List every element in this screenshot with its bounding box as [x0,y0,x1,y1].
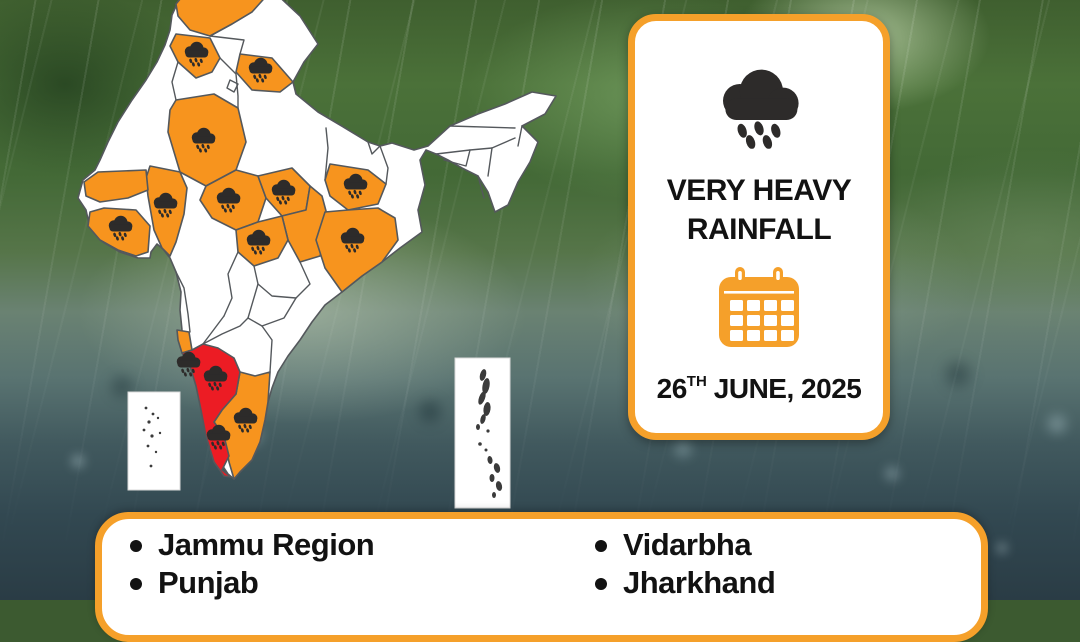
alert-title: VERY HEAVY RAINFALL [667,171,852,249]
calendar-icon [719,267,799,347]
alert-date-day: 26 [656,373,688,404]
map-region-coastal-wedge [176,329,193,354]
alert-date-month-year: JUNE, 2025 [713,373,862,404]
alert-date-ordinal: TH [686,372,707,390]
affected-regions-panel: Jammu Region Punjab Vidarbha Jharkhand [95,512,988,642]
rain-cloud-icon [723,69,799,149]
map-region-kutch [83,169,149,203]
alert-date: 26TH JUNE, 2025 [657,373,862,405]
region-item: Vidarbha [593,526,775,564]
andaman-nicobar-inset [454,357,511,509]
lakshadweep-inset [127,391,181,491]
regions-list-left: Jammu Region Punjab [128,526,593,602]
region-item: Jammu Region [128,526,593,564]
map-region-saurashtra [87,207,151,257]
regions-list-right: Vidarbha Jharkhand [593,526,776,602]
map-internal-borders [171,11,523,373]
india-rainfall-map [77,0,557,509]
map-region-odisha [315,207,399,293]
region-item: Jharkhand [593,564,776,602]
region-item: Punjab [128,564,593,602]
alert-title-line1: VERY HEAVY [666,174,852,207]
alert-card: VERY HEAVY RAINFALL 26TH JUNE, 2025 [628,14,890,440]
alert-title-line2: RAINFALL [686,213,832,246]
